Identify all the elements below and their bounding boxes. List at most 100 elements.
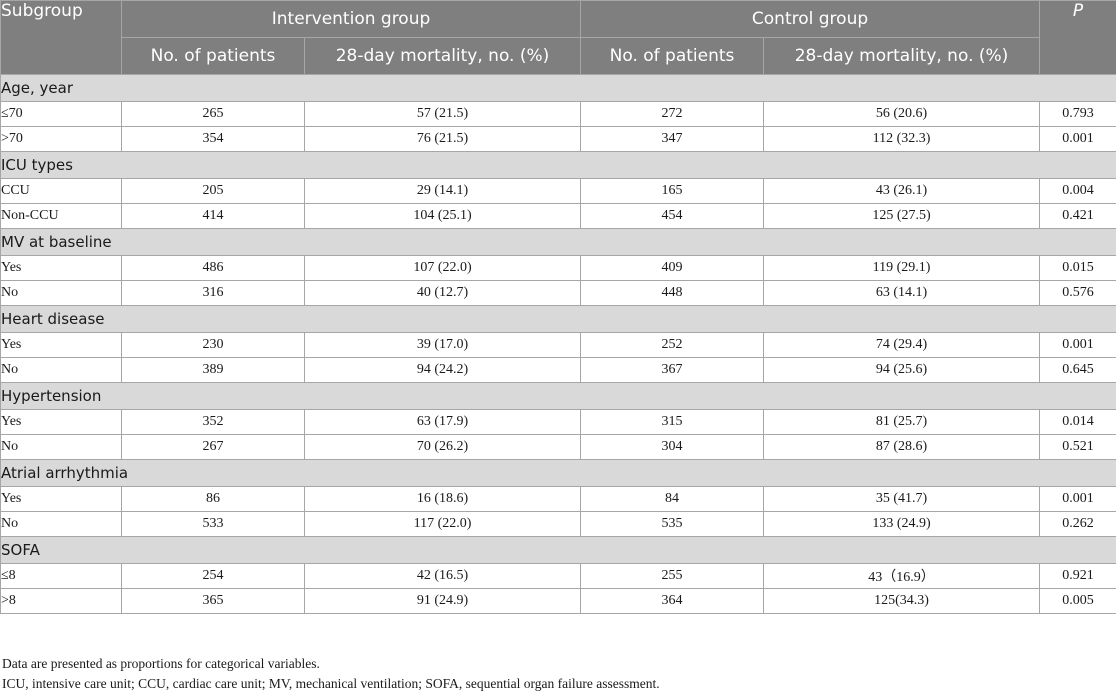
subgroup-header-row: Atrial arrhythmia [1, 460, 1116, 487]
intervention-patients-cell: 205 [122, 179, 305, 204]
table-header: Subgroup Intervention group Control grou… [1, 1, 1116, 75]
intervention-patients-cell: 486 [122, 256, 305, 281]
p-value-cell: 0.001 [1040, 487, 1116, 512]
header-p-value: P [1040, 1, 1116, 75]
control-patients-cell: 315 [581, 410, 764, 435]
intervention-mortality-cell: 104 (25.1) [305, 204, 581, 229]
control-patients-cell: 272 [581, 102, 764, 127]
subgroup-title: ICU types [1, 152, 1116, 179]
row-label-cell: Yes [1, 487, 122, 512]
intervention-mortality-cell: 76 (21.5) [305, 127, 581, 152]
control-mortality-cell: 74 (29.4) [764, 333, 1040, 358]
intervention-patients-cell: 352 [122, 410, 305, 435]
control-patients-cell: 364 [581, 589, 764, 614]
p-value-cell: 0.014 [1040, 410, 1116, 435]
intervention-mortality-cell: 117 (22.0) [305, 512, 581, 537]
control-patients-cell: 255 [581, 564, 764, 589]
row-label-cell: Yes [1, 256, 122, 281]
header-control-patients: No. of patients [581, 38, 764, 75]
row-label-cell: >8 [1, 589, 122, 614]
subgroup-mortality-table: Subgroup Intervention group Control grou… [0, 0, 1116, 614]
control-mortality-cell: 81 (25.7) [764, 410, 1040, 435]
intervention-patients-cell: 254 [122, 564, 305, 589]
subgroup-header-row: Heart disease [1, 306, 1116, 333]
row-label-cell: ≤70 [1, 102, 122, 127]
control-mortality-cell: 133 (24.9) [764, 512, 1040, 537]
intervention-mortality-cell: 29 (14.1) [305, 179, 581, 204]
header-control-group: Control group [581, 1, 1040, 38]
control-mortality-cell: 119 (29.1) [764, 256, 1040, 281]
header-intervention-mortality: 28-day mortality, no. (%) [305, 38, 581, 75]
p-value-cell: 0.005 [1040, 589, 1116, 614]
control-mortality-cell: 87 (28.6) [764, 435, 1040, 460]
row-label-cell: Yes [1, 333, 122, 358]
intervention-mortality-cell: 91 (24.9) [305, 589, 581, 614]
intervention-patients-cell: 365 [122, 589, 305, 614]
subgroup-header-row: SOFA [1, 537, 1116, 564]
row-label-cell: >70 [1, 127, 122, 152]
intervention-patients-cell: 230 [122, 333, 305, 358]
footnote-data-presentation: Data are presented as proportions for ca… [2, 654, 660, 674]
p-value-cell: 0.921 [1040, 564, 1116, 589]
control-mortality-cell: 43（16.9） [764, 564, 1040, 589]
intervention-patients-cell: 265 [122, 102, 305, 127]
row-label-cell: No [1, 358, 122, 383]
subgroup-header-row: Age, year [1, 75, 1116, 102]
subgroup-header-row: ICU types [1, 152, 1116, 179]
p-value-cell: 0.001 [1040, 333, 1116, 358]
control-patients-cell: 165 [581, 179, 764, 204]
p-value-cell: 0.262 [1040, 512, 1116, 537]
row-label-cell: No [1, 281, 122, 306]
row-label-cell: No [1, 435, 122, 460]
p-value-cell: 0.004 [1040, 179, 1116, 204]
p-value-cell: 0.001 [1040, 127, 1116, 152]
intervention-patients-cell: 267 [122, 435, 305, 460]
footnote-abbreviations: ICU, intensive care unit; CCU, cardiac c… [2, 674, 660, 694]
subgroup-title: Heart disease [1, 306, 1116, 333]
subgroup-title: SOFA [1, 537, 1116, 564]
intervention-patients-cell: 533 [122, 512, 305, 537]
p-value-cell: 0.421 [1040, 204, 1116, 229]
control-mortality-cell: 35 (41.7) [764, 487, 1040, 512]
control-patients-cell: 84 [581, 487, 764, 512]
control-patients-cell: 367 [581, 358, 764, 383]
header-intervention-group: Intervention group [122, 1, 581, 38]
intervention-patients-cell: 389 [122, 358, 305, 383]
p-value-cell: 0.645 [1040, 358, 1116, 383]
row-label-cell: ≤8 [1, 564, 122, 589]
p-value-cell: 0.015 [1040, 256, 1116, 281]
intervention-mortality-cell: 70 (26.2) [305, 435, 581, 460]
row-label-cell: Yes [1, 410, 122, 435]
control-patients-cell: 409 [581, 256, 764, 281]
control-mortality-cell: 112 (32.3) [764, 127, 1040, 152]
p-value-cell: 0.576 [1040, 281, 1116, 306]
intervention-mortality-cell: 57 (21.5) [305, 102, 581, 127]
control-patients-cell: 347 [581, 127, 764, 152]
subgroup-header-row: MV at baseline [1, 229, 1116, 256]
subgroup-title: Age, year [1, 75, 1116, 102]
control-mortality-cell: 125(34.3) [764, 589, 1040, 614]
intervention-mortality-cell: 16 (18.6) [305, 487, 581, 512]
intervention-mortality-cell: 39 (17.0) [305, 333, 581, 358]
intervention-patients-cell: 354 [122, 127, 305, 152]
control-mortality-cell: 94 (25.6) [764, 358, 1040, 383]
intervention-patients-cell: 316 [122, 281, 305, 306]
p-value-cell: 0.521 [1040, 435, 1116, 460]
p-value-cell: 0.793 [1040, 102, 1116, 127]
control-patients-cell: 448 [581, 281, 764, 306]
intervention-patients-cell: 86 [122, 487, 305, 512]
subgroup-title: Atrial arrhythmia [1, 460, 1116, 487]
